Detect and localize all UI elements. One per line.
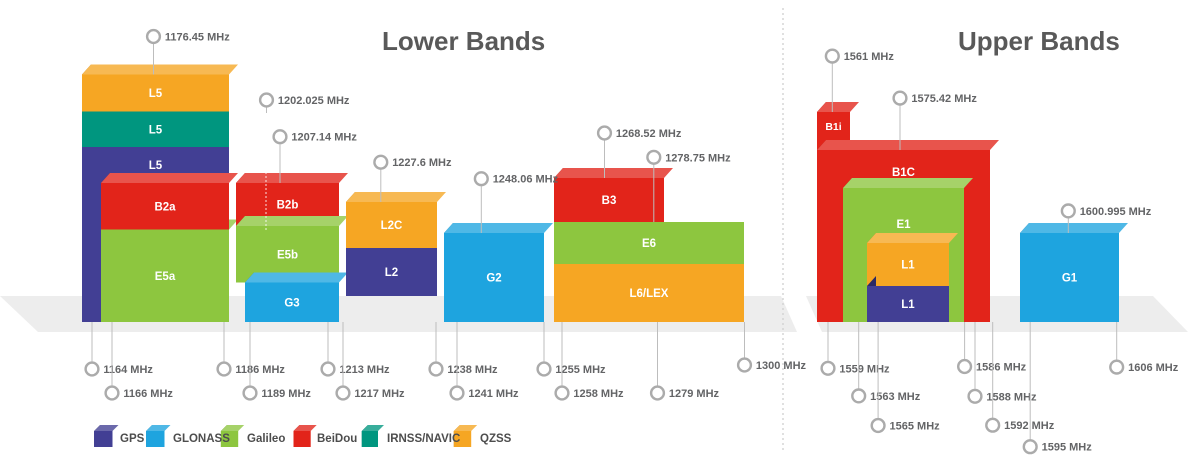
svg-text:B1C: B1C [892, 167, 915, 179]
svg-text:1278.75 MHz: 1278.75 MHz [665, 152, 731, 164]
svg-text:1176.45 MHz: 1176.45 MHz [165, 32, 230, 44]
svg-text:1255 MHz: 1255 MHz [555, 364, 606, 376]
svg-text:G2: G2 [486, 273, 501, 285]
svg-text:B2a: B2a [154, 201, 176, 213]
svg-text:1279 MHz: 1279 MHz [669, 388, 720, 400]
svg-text:L5: L5 [149, 124, 163, 136]
svg-text:G1: G1 [1062, 273, 1078, 285]
svg-text:1207.14 MHz: 1207.14 MHz [291, 132, 357, 144]
svg-text:1300 MHz: 1300 MHz [756, 360, 807, 372]
svg-text:1164 MHz: 1164 MHz [103, 364, 153, 376]
svg-text:G3: G3 [284, 297, 299, 309]
svg-text:1248.06 MHz: 1248.06 MHz [493, 174, 559, 186]
svg-text:1241 MHz: 1241 MHz [468, 388, 519, 400]
svg-text:1606 MHz: 1606 MHz [1128, 362, 1179, 374]
svg-text:B1i: B1i [825, 121, 841, 133]
svg-text:1189 MHz: 1189 MHz [261, 388, 311, 400]
svg-text:L2C: L2C [381, 220, 403, 232]
svg-text:1186 MHz: 1186 MHz [235, 364, 285, 376]
svg-text:1166 MHz: 1166 MHz [123, 388, 173, 400]
svg-text:E5b: E5b [277, 249, 298, 261]
svg-text:L5: L5 [149, 160, 163, 172]
svg-text:L2: L2 [385, 267, 398, 279]
svg-text:1561 MHz: 1561 MHz [844, 51, 895, 63]
svg-text:1202.025 MHz: 1202.025 MHz [278, 95, 350, 107]
svg-text:L6/LEX: L6/LEX [630, 288, 669, 300]
svg-text:1268.52 MHz: 1268.52 MHz [616, 128, 682, 140]
svg-text:L1: L1 [901, 260, 915, 272]
svg-text:E5a: E5a [155, 271, 176, 283]
svg-text:1600.995 MHz: 1600.995 MHz [1080, 206, 1152, 218]
svg-text:1592 MHz: 1592 MHz [1004, 420, 1055, 432]
svg-text:B3: B3 [602, 195, 617, 207]
svg-text:1586 MHz: 1586 MHz [976, 362, 1027, 374]
svg-text:1575.42 MHz: 1575.42 MHz [911, 93, 977, 105]
svg-text:1217 MHz: 1217 MHz [354, 388, 405, 400]
svg-text:E6: E6 [642, 238, 656, 250]
svg-text:L1: L1 [901, 299, 915, 311]
svg-text:1238 MHz: 1238 MHz [447, 364, 498, 376]
svg-text:1588 MHz: 1588 MHz [986, 391, 1037, 403]
svg-text:1595 MHz: 1595 MHz [1042, 442, 1093, 454]
svg-text:1258 MHz: 1258 MHz [573, 388, 624, 400]
svg-text:B2b: B2b [277, 200, 299, 212]
svg-text:1559 MHz: 1559 MHz [839, 363, 890, 375]
svg-text:L5: L5 [149, 88, 163, 100]
svg-text:1213 MHz: 1213 MHz [339, 364, 390, 376]
svg-text:1565 MHz: 1565 MHz [890, 421, 941, 433]
svg-text:E1: E1 [896, 219, 911, 231]
svg-text:1227.6 MHz: 1227.6 MHz [392, 157, 452, 169]
